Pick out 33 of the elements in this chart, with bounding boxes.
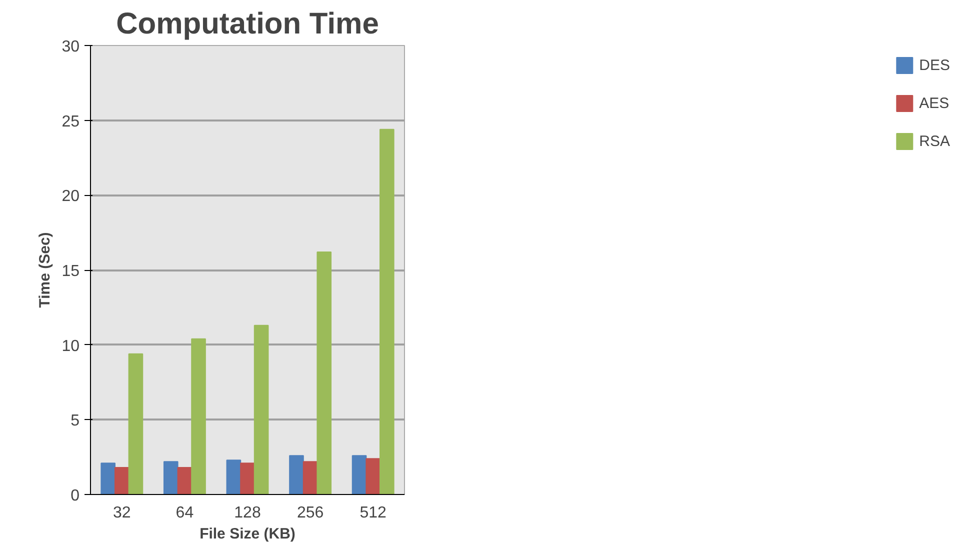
legend-label: DES <box>919 56 950 74</box>
y-axis-title: Time (Sec) <box>36 232 54 308</box>
bar <box>380 128 394 494</box>
bar <box>316 252 332 494</box>
bar <box>114 467 130 494</box>
y-tick-label: 25 <box>62 113 80 130</box>
y-tick-label: 5 <box>70 412 80 430</box>
bar <box>302 461 318 494</box>
bar <box>240 462 255 494</box>
x-tick-label: 512 <box>360 504 387 522</box>
legend-label: AES <box>919 94 950 112</box>
y-tick-label: 0 <box>70 488 80 504</box>
bar <box>226 460 242 494</box>
bar <box>254 324 269 494</box>
bar <box>289 455 304 494</box>
bar <box>163 461 178 494</box>
y-tick-label: 10 <box>62 338 80 355</box>
bar <box>352 455 367 494</box>
bar <box>128 353 144 494</box>
bar <box>366 458 381 494</box>
bar <box>100 462 116 494</box>
chart-title: Computation Time <box>116 8 379 40</box>
x-tick-label: 128 <box>234 504 261 522</box>
bar <box>177 467 192 494</box>
x-tick-label: 256 <box>296 504 324 522</box>
bar <box>191 338 206 494</box>
x-axis-title: File Size (KB) <box>200 526 296 542</box>
legend-label: RSA <box>919 132 950 150</box>
y-tick-label: 20 <box>62 188 80 206</box>
y-tick-label: 15 <box>62 263 80 280</box>
x-tick-label: 64 <box>176 504 194 522</box>
x-tick-label: 32 <box>113 504 131 522</box>
y-tick-label: 30 <box>62 38 80 56</box>
